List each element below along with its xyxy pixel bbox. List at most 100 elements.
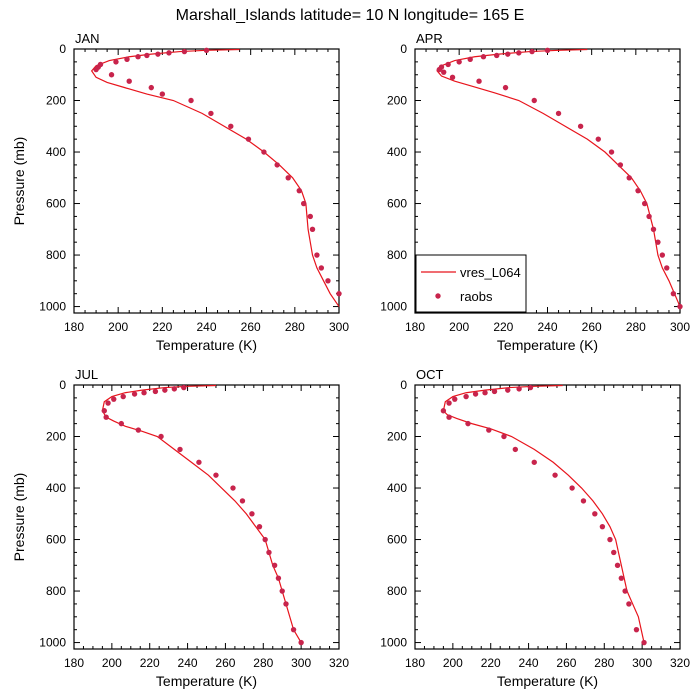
- raobs-point: [641, 639, 647, 646]
- raobs-point: [599, 523, 606, 530]
- raobs-point: [646, 213, 652, 220]
- raobs-point: [463, 393, 469, 400]
- raobs-point: [261, 149, 267, 155]
- raobs-point: [486, 427, 492, 433]
- raobs-point: [441, 69, 447, 75]
- raobs-point: [285, 175, 291, 181]
- chart-panel-apr: 180 200 220 240 260 280 300 0 200 400 600 800 1000 AP…: [380, 31, 690, 353]
- raobs-point: [283, 601, 289, 607]
- page-title: Marshall_Islands latitude= 10 N longitud…: [176, 7, 525, 24]
- panel-label: OCT: [416, 367, 444, 382]
- raobs-point: [440, 408, 447, 414]
- raobs-point: [103, 414, 109, 420]
- raobs-point: [307, 213, 313, 220]
- raobs-point: [626, 601, 632, 607]
- raobs-point: [449, 74, 456, 81]
- x-tick-label: 280: [285, 320, 305, 334]
- raobs-point: [300, 200, 307, 207]
- raobs-point: [213, 472, 219, 478]
- raobs-point: [275, 575, 282, 581]
- y-tick-label: 800: [46, 248, 66, 262]
- x-tick-label: 180: [64, 320, 84, 334]
- y-axis-label: Pressure (mb): [11, 137, 27, 226]
- chart-panel-oct: 180 200 220 240 260 280 300 320 0 200 400 600 800 100…: [380, 367, 690, 689]
- raobs-point: [196, 459, 202, 465]
- raobs-point: [465, 420, 471, 427]
- x-tick-label: 200: [108, 320, 128, 334]
- x-tick-label: 180: [405, 320, 425, 334]
- y-tick-label: 400: [46, 481, 66, 495]
- y-tick-label: 600: [46, 197, 66, 211]
- raobs-point: [148, 84, 154, 91]
- x-axis-label: Temperature (K): [497, 673, 598, 689]
- x-tick-label: 280: [594, 656, 614, 670]
- x-tick-label: 280: [626, 320, 646, 334]
- y-tick-label: 800: [46, 584, 66, 598]
- raobs-point: [445, 61, 451, 68]
- raobs-point: [105, 400, 111, 406]
- x-tick-label: 240: [196, 320, 216, 334]
- chart-panel-jan: 180 200 220 240 260 280 300 0 200 400 600 800 1000 JA…: [11, 31, 349, 353]
- y-tick-label: 600: [46, 533, 66, 547]
- y-tick-label: 0: [59, 378, 66, 392]
- y-tick-label: 400: [46, 145, 66, 159]
- raobs-point: [256, 523, 263, 530]
- raobs-point: [618, 575, 625, 581]
- x-tick-label: 220: [481, 656, 501, 670]
- plot-border: [73, 384, 340, 650]
- y-tick-label: 0: [400, 378, 407, 392]
- x-tick-label: 200: [102, 656, 122, 670]
- raobs-point: [177, 446, 183, 453]
- raobs-point: [655, 239, 661, 245]
- raobs-point: [239, 498, 246, 504]
- y-tick-label: 600: [387, 197, 407, 211]
- y-axis-label: Pressure (mb): [11, 473, 27, 562]
- x-tick-label: 240: [178, 656, 198, 670]
- raobs-point: [635, 187, 641, 194]
- raobs-point: [552, 472, 558, 478]
- raobs-point: [131, 391, 138, 397]
- raobs-point: [318, 265, 325, 271]
- raobs-point: [158, 433, 164, 440]
- legend-point-swatch: [435, 293, 441, 299]
- raobs-point: [664, 265, 670, 271]
- raobs-point: [203, 47, 210, 53]
- raobs-point: [614, 562, 621, 568]
- x-axis-label: Temperature (K): [156, 673, 257, 689]
- raobs-point: [124, 56, 130, 63]
- raobs-point: [569, 485, 575, 491]
- y-tick-label: 200: [46, 94, 66, 108]
- y-tick-label: 1000: [380, 300, 407, 314]
- x-axis-label: Temperature (K): [156, 337, 257, 353]
- raobs-point: [626, 175, 632, 181]
- y-tick-label: 400: [387, 481, 407, 495]
- raobs-point: [476, 78, 482, 84]
- x-tick-label: 320: [329, 656, 349, 670]
- y-tick-label: 800: [387, 248, 407, 262]
- raobs-point: [577, 123, 584, 129]
- chart-panel-jul: 180 200 220 240 260 280 300 320 0 200 400 600 800 100…: [11, 367, 349, 689]
- raobs-point: [126, 78, 132, 84]
- raobs-point: [472, 391, 479, 397]
- raobs-point: [118, 420, 125, 427]
- raobs-point: [314, 252, 320, 258]
- raobs-point: [436, 66, 442, 73]
- raobs-point: [446, 414, 452, 420]
- raobs-point: [249, 511, 255, 517]
- raobs-point: [622, 588, 628, 594]
- y-tick-label: 0: [59, 42, 66, 56]
- x-tick-label: 300: [632, 656, 652, 670]
- raobs-point: [101, 408, 107, 414]
- raobs-point: [595, 136, 601, 142]
- raobs-point: [452, 396, 458, 402]
- y-tick-label: 200: [387, 94, 407, 108]
- raobs-point: [516, 50, 522, 56]
- model-profile-line: [101, 384, 302, 643]
- raobs-point: [141, 390, 147, 396]
- x-tick-label: 260: [556, 656, 576, 670]
- x-tick-label: 260: [241, 320, 261, 334]
- y-tick-label: 1000: [380, 636, 407, 650]
- legend-label-points: raobs: [460, 289, 493, 304]
- raobs-point: [482, 390, 488, 396]
